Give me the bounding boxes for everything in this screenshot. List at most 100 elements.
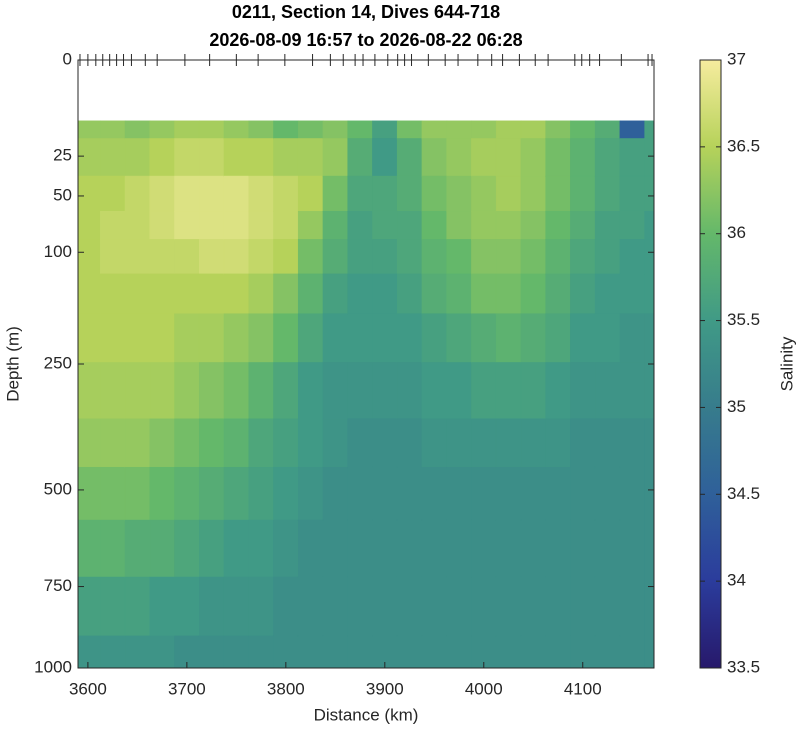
field-cell (520, 175, 547, 213)
field-cell (594, 362, 621, 420)
field-cell (149, 210, 176, 241)
field-cell (396, 120, 423, 140)
field-cell (471, 466, 497, 521)
field-cell (471, 313, 497, 364)
field-cell (545, 313, 572, 364)
field-cell (372, 138, 399, 177)
field-cell (273, 210, 300, 241)
field-cell (248, 418, 275, 469)
field-cell (198, 519, 225, 578)
field-cell (223, 210, 250, 241)
field-cell (644, 519, 654, 578)
field-cell (421, 239, 448, 275)
field-cell (619, 313, 646, 364)
field-cell (644, 210, 654, 241)
colorbar-tick-label: 36.5 (727, 136, 760, 155)
field-cell (149, 519, 176, 578)
field-cell (594, 635, 621, 668)
field-cell (149, 239, 176, 275)
field-cell (124, 466, 151, 521)
field-cell (372, 576, 399, 637)
y-tick-label: 1000 (34, 657, 72, 676)
field-cell (273, 418, 300, 469)
field-cell (520, 273, 547, 315)
field-cell (198, 120, 225, 140)
field-cell (520, 210, 547, 241)
field-cell (78, 466, 102, 521)
field-cell (347, 576, 374, 637)
field-cell (570, 362, 596, 420)
field-cell (471, 418, 497, 469)
field-cell (198, 635, 225, 668)
field-cell (198, 466, 225, 521)
field-cell (248, 576, 275, 637)
field-cell (446, 418, 473, 469)
field-cell (495, 313, 522, 364)
field-cell (198, 138, 225, 177)
field-cell (495, 635, 522, 668)
field-cell (149, 313, 176, 364)
field-cell (174, 239, 201, 275)
field-cell (520, 418, 547, 469)
field-cell (495, 576, 522, 637)
field-cell (248, 273, 275, 315)
field-cell (322, 239, 349, 275)
field-cell (100, 576, 126, 637)
field-cell (100, 313, 126, 364)
field-cell (644, 466, 654, 521)
field-cell (495, 273, 522, 315)
field-cell (619, 635, 646, 668)
field-cell (520, 519, 547, 578)
x-tick-label: 3900 (366, 679, 404, 698)
field-cell (78, 362, 102, 420)
field-cell (174, 313, 201, 364)
field-cell (223, 138, 250, 177)
x-tick-label: 3600 (69, 679, 107, 698)
field-cell (421, 313, 448, 364)
field-cell (124, 313, 151, 364)
field-cell (100, 519, 126, 578)
field-cell (223, 576, 250, 637)
field-cell (347, 519, 374, 578)
field-cell (570, 576, 596, 637)
field-cell (273, 313, 300, 364)
field-cell (297, 635, 324, 668)
field-cell (471, 362, 497, 420)
field-cell (198, 313, 225, 364)
field-cell (594, 138, 621, 177)
field-cell (100, 466, 126, 521)
chart-subtitle: 2026-08-09 16:57 to 2026-08-22 06:28 (209, 30, 522, 50)
field-cell (570, 466, 596, 521)
field-cell (545, 418, 572, 469)
field-cell (297, 466, 324, 521)
field-cell (198, 273, 225, 315)
field-cell (174, 175, 201, 213)
field-cell (223, 362, 250, 420)
field-cell (322, 273, 349, 315)
field-cell (372, 175, 399, 213)
field-cell (570, 273, 596, 315)
y-tick-label: 100 (44, 242, 72, 261)
field-cell (446, 635, 473, 668)
field-cell (545, 519, 572, 578)
axes: 3600 3700 3800 3900 4000 4100 0 25 50 100 250 500 75… (34, 49, 760, 698)
field-cell (78, 519, 102, 578)
field-cell (396, 138, 423, 177)
field-cell (223, 519, 250, 578)
field-cell (644, 418, 654, 469)
field-cell (322, 519, 349, 578)
field-cell (174, 466, 201, 521)
field-cell (619, 576, 646, 637)
field-cell (619, 210, 646, 241)
field-cell (347, 120, 374, 140)
field-cell (322, 466, 349, 521)
field-cell (347, 175, 374, 213)
field-cell (149, 175, 176, 213)
field-cell (396, 175, 423, 213)
field-cell (520, 576, 547, 637)
field-cell (78, 210, 102, 241)
field-cell (594, 175, 621, 213)
field-cell (124, 210, 151, 241)
field-cell (421, 418, 448, 469)
field-cell (297, 175, 324, 213)
